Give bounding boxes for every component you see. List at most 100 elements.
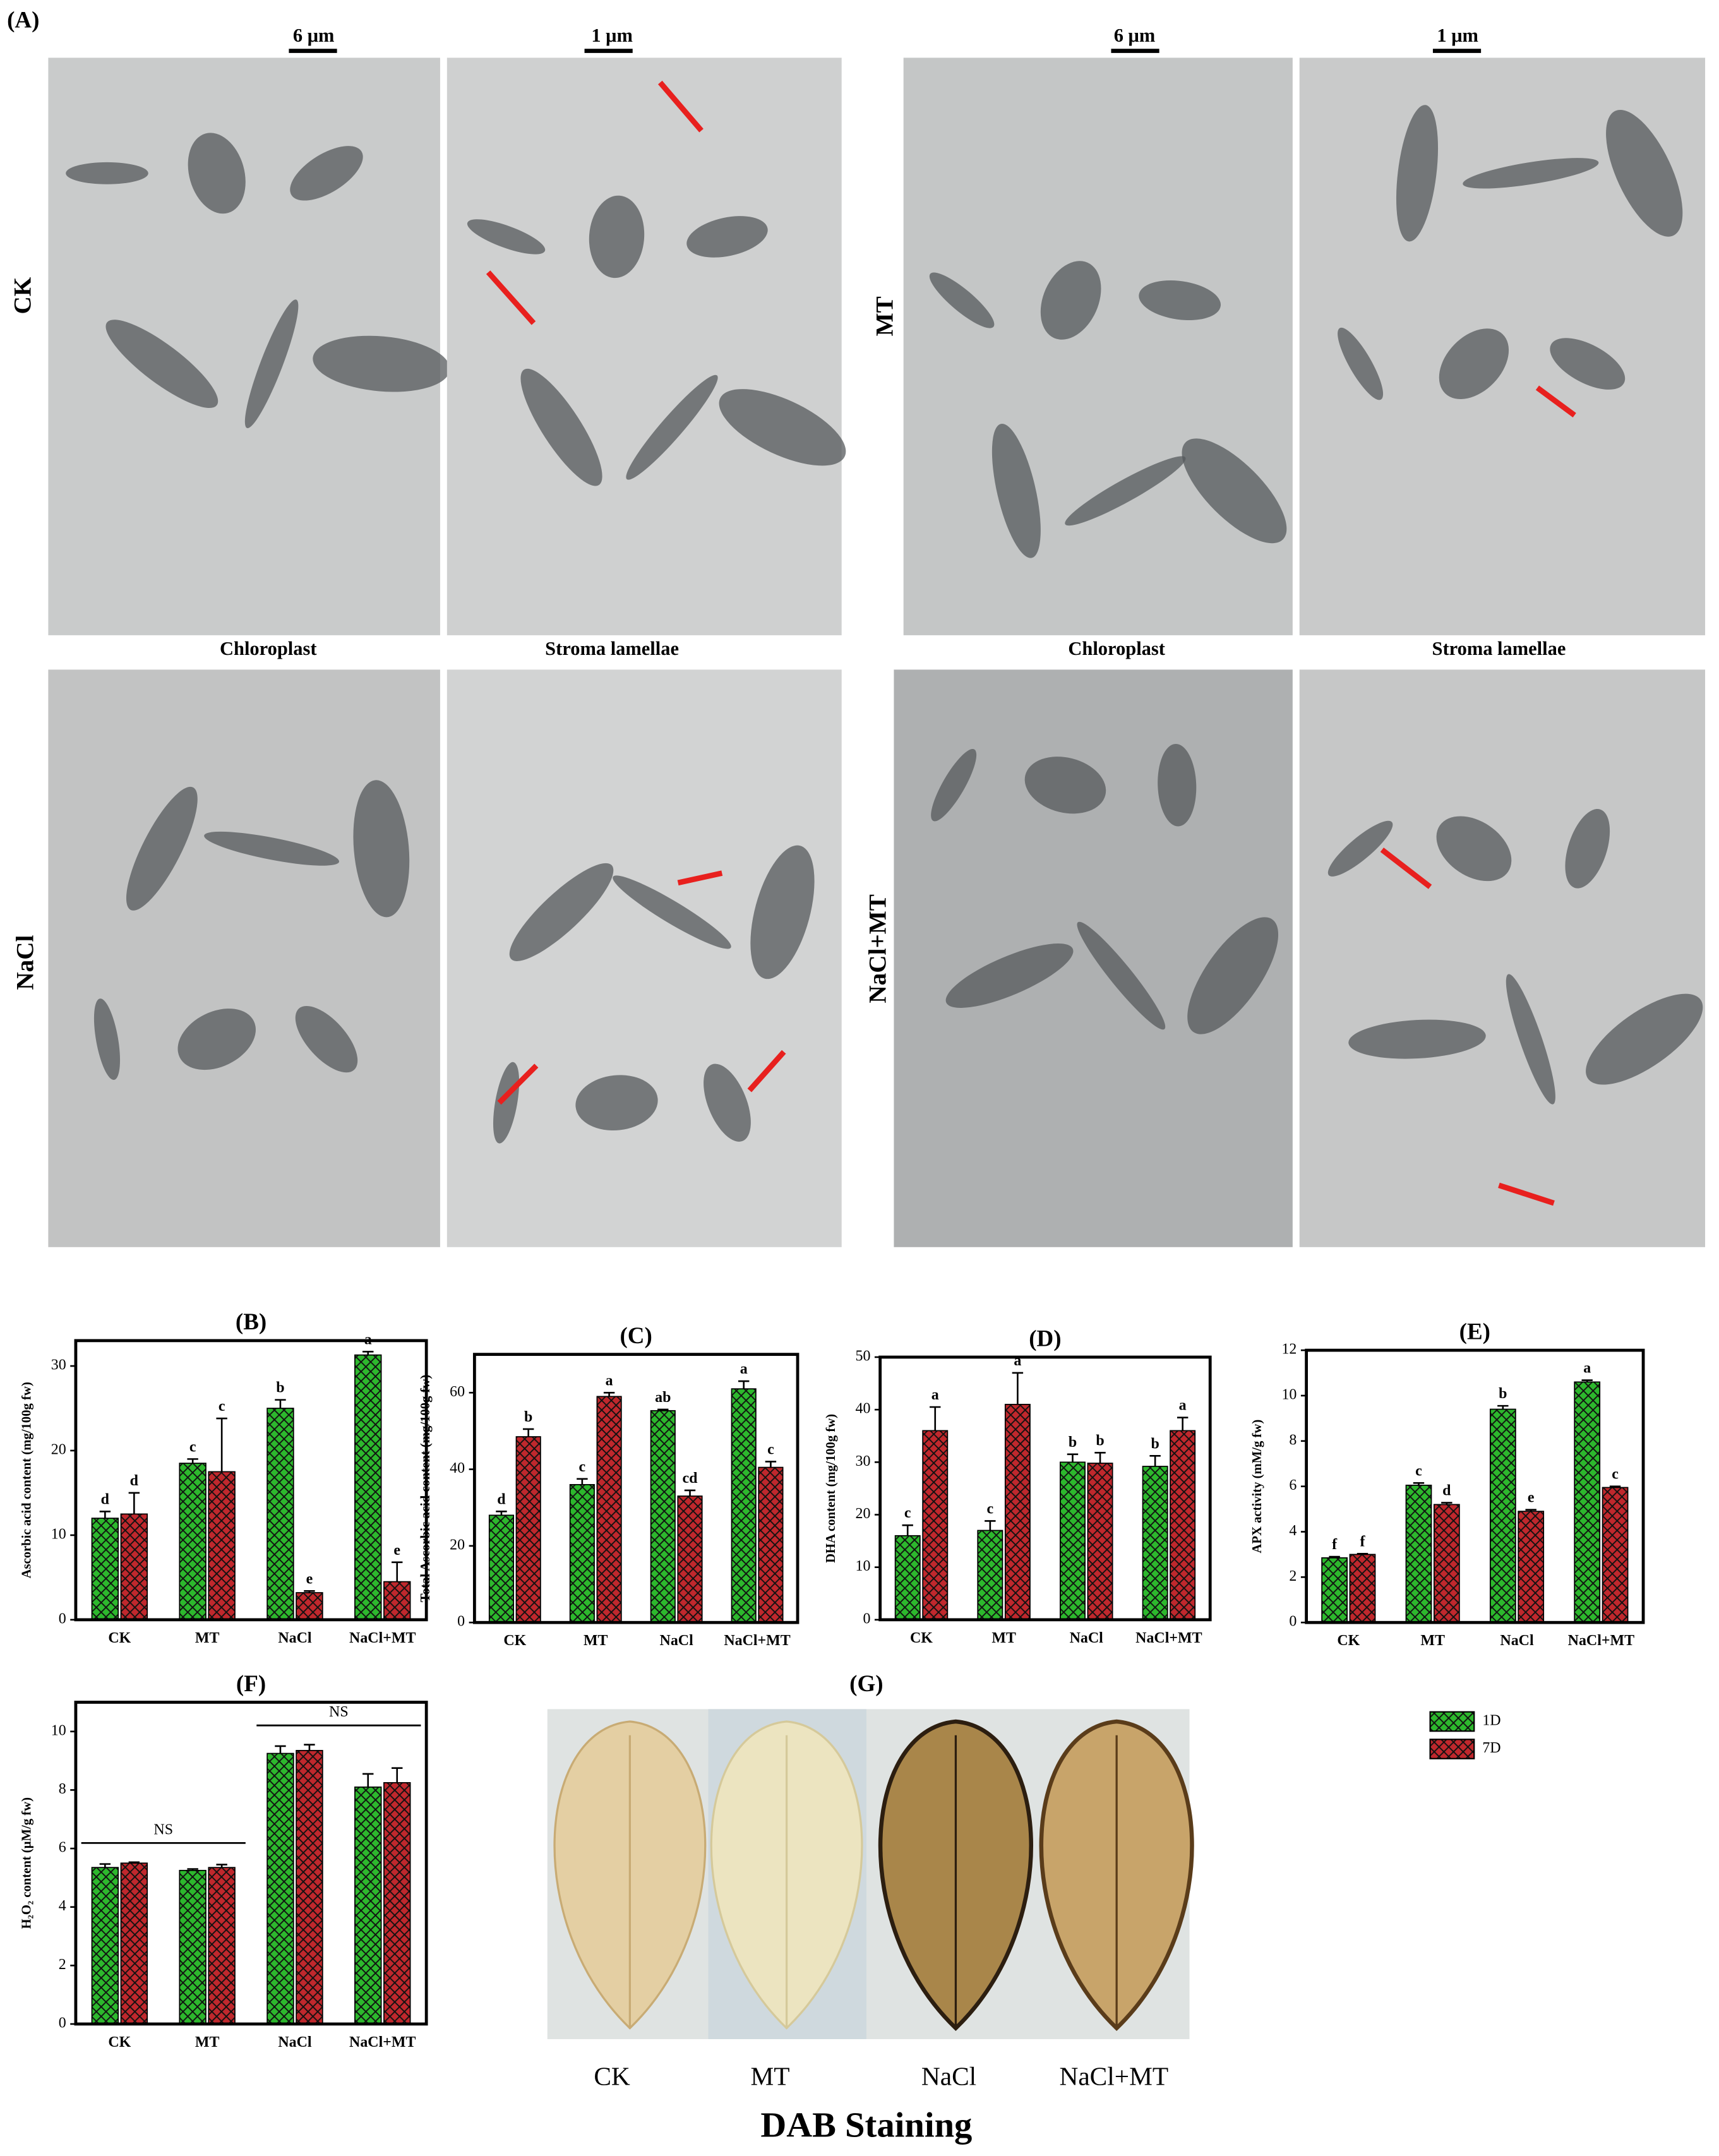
bar	[267, 1752, 294, 2025]
micrograph	[1299, 669, 1706, 1247]
annotation: NS	[329, 1704, 349, 1720]
significance-letter: f	[1332, 1536, 1338, 1553]
plot-frame	[1305, 1348, 1645, 1624]
organelle	[1565, 808, 1610, 889]
y-tick-label: 20	[51, 1441, 66, 1458]
error-bar	[99, 1511, 111, 1519]
error-bar	[738, 1380, 750, 1389]
error-bar	[392, 1767, 403, 1783]
significance-letter: e	[1528, 1490, 1535, 1506]
x-tick-label: NaCl	[278, 1630, 312, 1646]
error-bar	[275, 1399, 286, 1409]
y-tick-label: 30	[855, 1453, 870, 1470]
organelle	[626, 374, 718, 480]
error-bar	[216, 1864, 227, 1868]
organelle	[126, 786, 198, 911]
significance-letter: b	[524, 1409, 532, 1425]
error-bar	[985, 1520, 996, 1531]
micrograph	[446, 57, 842, 635]
x-tick-label: NaCl+MT	[349, 1630, 416, 1646]
y-tick-label: 0	[863, 1610, 870, 1627]
organelle	[295, 1005, 358, 1073]
bar	[179, 1869, 207, 2025]
significance-letter: c	[767, 1442, 774, 1458]
bar	[383, 1782, 411, 2025]
organelle	[1040, 261, 1101, 340]
x-tick-label: NaCl	[1070, 1630, 1104, 1646]
significance-letter: ab	[655, 1389, 671, 1406]
chart-title: (B)	[236, 1309, 267, 1335]
significance-letter: a	[1583, 1360, 1591, 1377]
significance-letter: a	[1014, 1353, 1021, 1369]
organelle	[520, 368, 602, 486]
y-tick-label: 10	[855, 1558, 870, 1574]
organelle	[931, 749, 977, 822]
error-bar	[1609, 1485, 1621, 1488]
error-bar	[603, 1391, 615, 1397]
bar	[208, 1867, 236, 2025]
error-bar	[1441, 1502, 1452, 1505]
arrow	[747, 1050, 786, 1093]
organelle	[1439, 328, 1509, 399]
y-tick-label: 2	[59, 1956, 66, 1973]
y-tick-label: 10	[51, 1526, 66, 1542]
organelle	[991, 423, 1041, 558]
y-tick-label: 0	[1289, 1614, 1297, 1630]
significance-letter: a	[1179, 1398, 1187, 1414]
y-tick-label: 10	[1281, 1386, 1297, 1403]
y-tick-label: 12	[1281, 1341, 1297, 1358]
column-label: Stroma lamellae	[545, 638, 679, 659]
x-tick-label: NaCl	[278, 2034, 312, 2051]
x-tick-label: NaCl+MT	[1135, 1630, 1202, 1646]
leaf-label: CK	[594, 2062, 630, 2091]
error-bar	[1413, 1482, 1425, 1485]
x-tick-label: NaCl+MT	[349, 2034, 416, 2051]
row-label: NaCl+MT	[865, 894, 892, 1003]
bar	[1433, 1504, 1460, 1624]
x-tick-label: NaCl	[660, 1632, 694, 1649]
organelle	[509, 863, 614, 961]
organelle	[1506, 974, 1555, 1105]
bar	[1060, 1461, 1086, 1620]
significance-letter: c	[1415, 1463, 1422, 1479]
column-label: Chloroplast	[1068, 638, 1165, 659]
bar	[91, 1867, 119, 2025]
organelle	[1187, 917, 1279, 1034]
y-tick-label: 40	[855, 1401, 870, 1417]
arrow	[1380, 847, 1432, 889]
arrow	[677, 870, 723, 886]
x-tick-label: MT	[991, 1630, 1016, 1646]
bar	[1405, 1484, 1432, 1624]
bar	[488, 1514, 515, 1624]
error-bar	[1497, 1404, 1509, 1410]
significance-letter: c	[1612, 1466, 1619, 1483]
error-bar	[99, 1863, 111, 1868]
significance-letter: d	[497, 1491, 506, 1507]
bar	[677, 1495, 703, 1624]
bar	[1321, 1557, 1348, 1624]
bar	[1087, 1463, 1113, 1620]
row-label: CK	[9, 277, 36, 314]
y-tick-label: 20	[855, 1506, 870, 1522]
significance-letter: b	[1069, 1434, 1077, 1451]
error-bar	[496, 1510, 507, 1516]
organelle	[1024, 757, 1106, 814]
organelle	[719, 389, 846, 466]
bar	[1518, 1511, 1545, 1624]
bar	[296, 1592, 323, 1620]
x-tick-label: MT	[584, 1632, 608, 1649]
bar	[758, 1466, 784, 1624]
error-bar	[684, 1489, 696, 1497]
organelle	[93, 998, 121, 1080]
leaf-label: NaCl	[921, 2062, 976, 2091]
organelle	[704, 1063, 751, 1142]
organelle	[1586, 993, 1703, 1085]
y-tick-label: 10	[51, 1722, 66, 1739]
bar	[515, 1436, 541, 1624]
micrograph	[903, 57, 1293, 635]
chart-title: (C)	[620, 1323, 652, 1349]
significance-letter: c	[987, 1501, 994, 1518]
significance-letter: a	[606, 1372, 613, 1389]
significance-letter: d	[1442, 1483, 1451, 1499]
error-bar	[765, 1461, 777, 1468]
